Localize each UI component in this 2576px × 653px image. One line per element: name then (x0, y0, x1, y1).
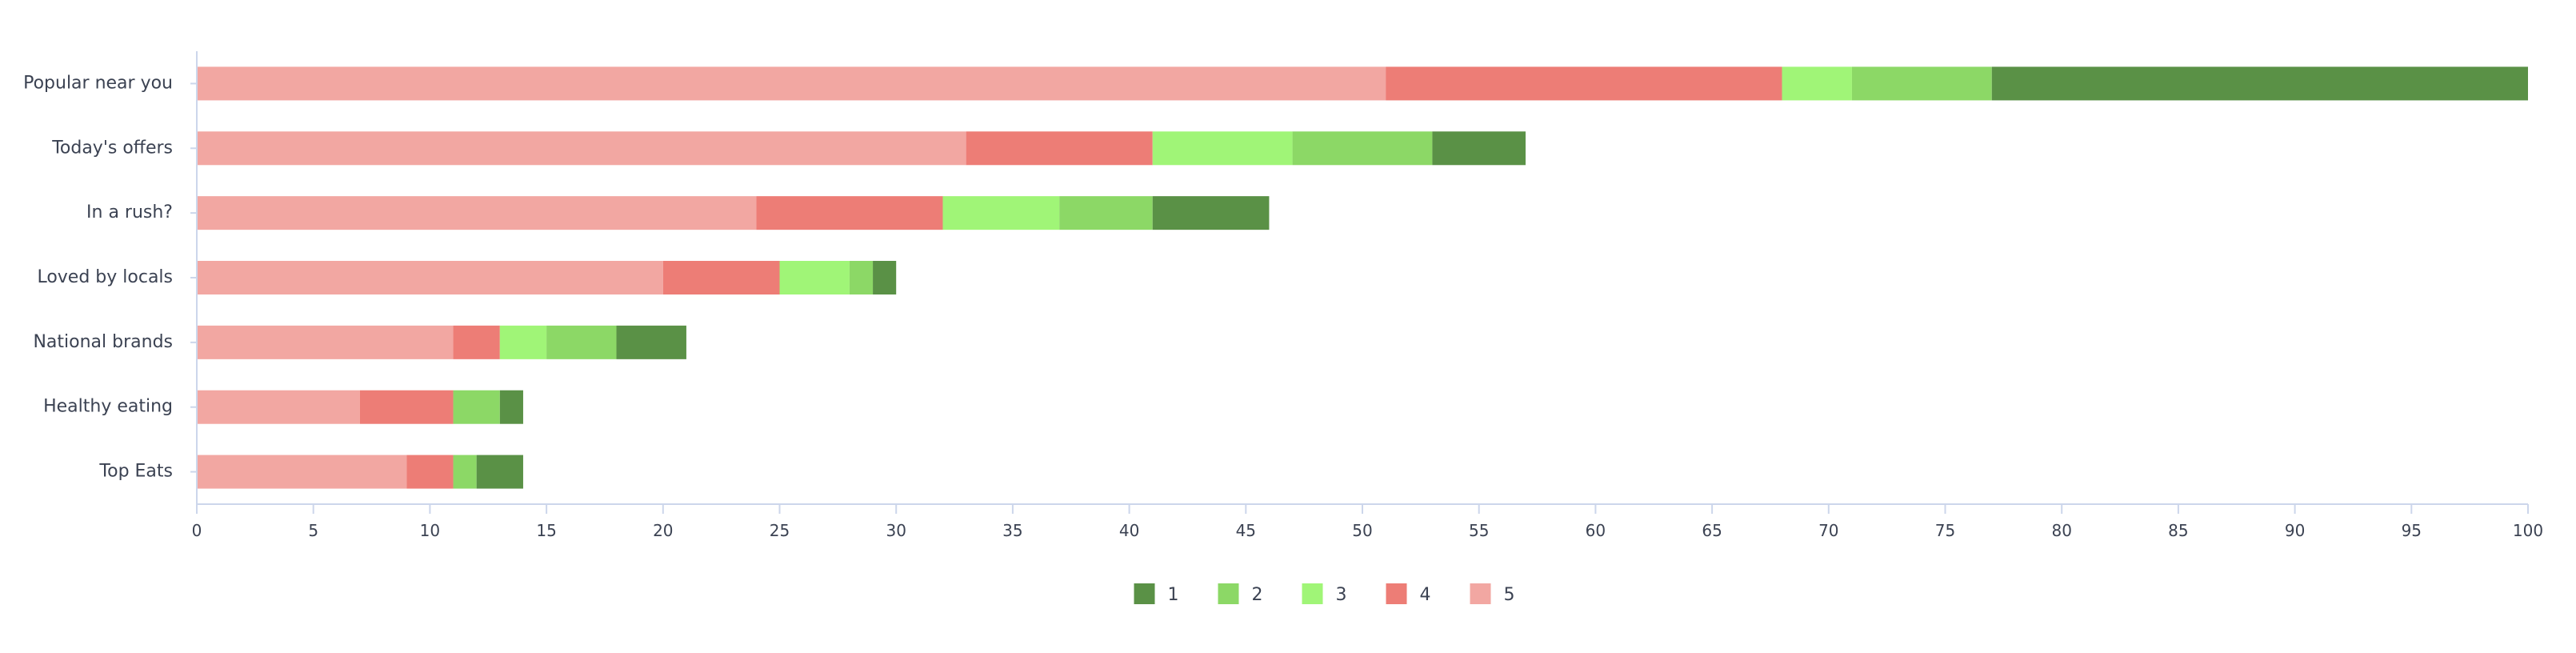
bar-segment-5-3 (197, 196, 757, 230)
legend-swatch-2[interactable] (1218, 583, 1239, 604)
y-category-label: Healthy eating (43, 397, 173, 417)
bar-segment-1-5 (616, 325, 686, 359)
x-tick-label: 65 (1702, 521, 1722, 540)
x-tick-label: 25 (770, 521, 790, 540)
bar-segment-3-2 (1152, 131, 1293, 166)
legend-label-2[interactable]: 2 (1252, 585, 1263, 605)
bar-segment-5-2 (197, 131, 966, 166)
x-tick-label: 100 (2513, 521, 2543, 540)
bar-segment-1-1 (1991, 66, 2528, 101)
legend-swatch-1[interactable] (1134, 583, 1155, 604)
bar-segment-4-4 (662, 261, 780, 294)
bars-layer (197, 66, 2528, 489)
bar-segment-4-7 (406, 455, 454, 489)
bar-segment-5-6 (197, 390, 360, 424)
legend-swatch-4[interactable] (1386, 583, 1407, 604)
y-category-label: Top Eats (98, 462, 173, 482)
x-tick-label: 20 (653, 521, 673, 540)
legend-label-5[interactable]: 5 (1504, 585, 1515, 605)
bar-segment-5-7 (197, 455, 407, 489)
bar-segment-3-4 (779, 261, 850, 294)
bar-segment-2-1 (1851, 66, 1992, 101)
bar-segment-5-1 (197, 66, 1386, 101)
legend-label-1[interactable]: 1 (1168, 585, 1179, 605)
bar-segment-1-6 (499, 390, 523, 424)
x-tick-label: 10 (420, 521, 440, 540)
y-category-label: Loved by locals (37, 267, 173, 287)
bar-segment-4-1 (1386, 66, 1782, 101)
bar-segment-3-5 (499, 325, 547, 359)
x-tick-label: 50 (1352, 521, 1372, 540)
bar-segment-1-2 (1432, 131, 1526, 166)
x-tick-label: 60 (1586, 521, 1606, 540)
x-tick-label: 80 (2051, 521, 2071, 540)
legend-swatch-3[interactable] (1302, 583, 1323, 604)
bar-segment-2-3 (1059, 196, 1153, 230)
bar-segment-2-2 (1292, 131, 1433, 166)
axes-layer: Popular near you Today's offers In a rush?… (23, 51, 2543, 540)
x-tick-label: 40 (1119, 521, 1139, 540)
x-tick-label: 5 (308, 521, 318, 540)
bar-segment-4-5 (453, 325, 500, 359)
x-tick-label: 35 (1002, 521, 1022, 540)
legend-label-4[interactable]: 4 (1420, 585, 1431, 605)
bar-segment-1-4 (873, 261, 897, 294)
bar-segment-4-6 (359, 390, 454, 424)
x-tick-label: 45 (1236, 521, 1256, 540)
x-tick-label: 85 (2168, 521, 2188, 540)
x-tick-label: 30 (886, 521, 906, 540)
bar-segment-3-3 (942, 196, 1060, 230)
legend: 1 2 3 4 5 (1134, 583, 1515, 605)
x-tick-label: 0 (192, 521, 202, 540)
legend-label-3[interactable]: 3 (1336, 585, 1347, 605)
bar-segment-2-6 (453, 390, 500, 424)
bar-segment-5-4 (197, 261, 663, 294)
bar-segment-2-4 (849, 261, 874, 294)
y-category-label: Today's offers (51, 138, 173, 158)
bar-segment-3-1 (1782, 66, 1852, 101)
y-category-label: In a rush? (86, 202, 173, 222)
x-tick-label: 15 (536, 521, 556, 540)
bar-segment-4-2 (966, 131, 1153, 166)
bar-segment-1-7 (476, 455, 523, 489)
x-tick-label: 75 (1935, 521, 1955, 540)
x-tick-label: 90 (2285, 521, 2305, 540)
x-tick-label: 55 (1469, 521, 1489, 540)
bar-segment-1-3 (1152, 196, 1270, 230)
y-category-label: National brands (33, 332, 173, 352)
legend-swatch-5[interactable] (1470, 583, 1491, 604)
bar-segment-2-7 (453, 455, 477, 489)
y-category-label: Popular near you (23, 73, 173, 93)
x-tick-label: 95 (2402, 521, 2422, 540)
bar-segment-2-5 (546, 325, 617, 359)
x-tick-label: 70 (1818, 521, 1838, 540)
bar-segment-4-3 (756, 196, 943, 230)
bar-segment-5-5 (197, 325, 454, 359)
